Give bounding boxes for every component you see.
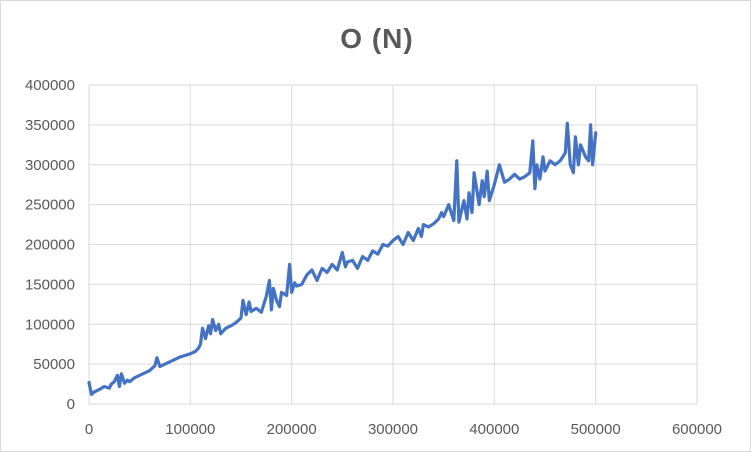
x-tick-label: 0: [85, 421, 93, 438]
y-tick-label: 250000: [25, 197, 75, 214]
x-tick-label: 200000: [267, 421, 317, 438]
y-tick-label: 150000: [25, 276, 75, 293]
x-tick-label: 100000: [165, 421, 215, 438]
y-tick-label: 300000: [25, 157, 75, 174]
y-tick-label: 0: [67, 396, 75, 413]
x-tick-label: 400000: [469, 421, 519, 438]
y-tick-label: 50000: [33, 356, 75, 373]
y-tick-label: 350000: [25, 117, 75, 134]
axis-tick-labels: 0 50000 100000 150000 200000 250000 300000 3500…: [25, 77, 722, 438]
y-tick-label: 400000: [25, 77, 75, 94]
x-tick-label: 300000: [368, 421, 418, 438]
gridlines: [88, 84, 698, 405]
y-tick-label: 100000: [25, 316, 75, 333]
series-line-0: [87, 121, 598, 396]
x-tick-label: 500000: [571, 421, 621, 438]
y-tick-label: 200000: [25, 237, 75, 254]
chart-title: O (N): [340, 23, 413, 54]
series-layer: [87, 121, 598, 396]
x-tick-label: 600000: [672, 421, 722, 438]
